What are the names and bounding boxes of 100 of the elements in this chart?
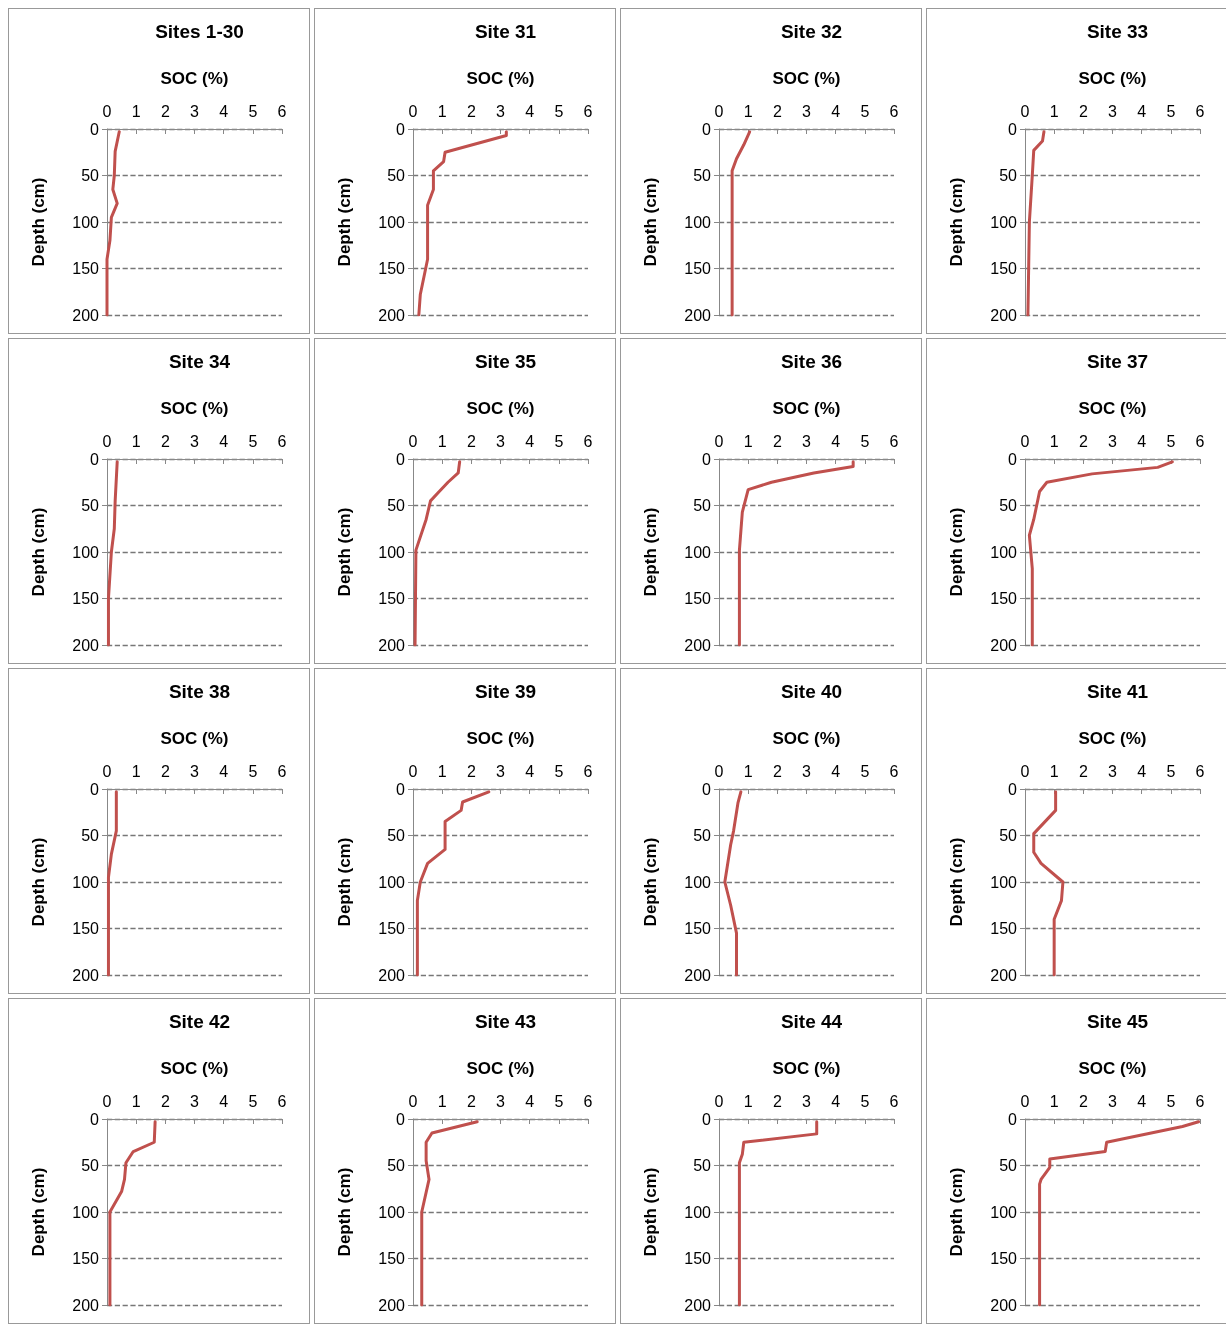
x-tick-label: 0 <box>1020 432 1030 450</box>
y-tick-label: 150 <box>990 260 1018 277</box>
y-tick-label: 0 <box>1008 780 1018 798</box>
y-axis-title: Depth (cm) <box>335 177 354 267</box>
y-tick-label: 0 <box>1008 1110 1018 1128</box>
x-tick-label: 1 <box>437 432 447 450</box>
x-tick-label: 4 <box>831 432 841 450</box>
x-tick-label: 3 <box>1108 762 1118 780</box>
y-tick-label: 100 <box>990 543 1018 561</box>
y-tick-label: 150 <box>378 590 406 607</box>
y-tick-label: 150 <box>684 260 712 277</box>
chart-title: Site 34 <box>168 351 231 372</box>
x-tick-label: 4 <box>219 432 229 450</box>
y-tick-label: 200 <box>684 1296 712 1314</box>
x-tick-label: 4 <box>831 762 841 780</box>
x-tick-label: 2 <box>1078 1092 1088 1110</box>
y-tick-label: 50 <box>999 167 1018 184</box>
x-tick-label: 6 <box>277 102 287 120</box>
y-tick-label: 200 <box>378 966 406 984</box>
x-tick-label: 3 <box>190 432 200 450</box>
y-axis-title: Depth (cm) <box>947 1167 966 1257</box>
x-tick-label: 1 <box>131 432 141 450</box>
x-tick-label: 1 <box>131 762 141 780</box>
y-tick-label: 50 <box>387 827 406 844</box>
y-tick-label: 0 <box>90 780 100 798</box>
y-tick-label: 100 <box>684 543 712 561</box>
line-series <box>420 1120 479 1307</box>
chart-title: Site 31 <box>474 21 537 42</box>
x-tick-label: 1 <box>743 1092 753 1110</box>
x-axis-title: SOC (%) <box>466 69 535 88</box>
y-tick-label: 50 <box>387 1157 406 1174</box>
y-tick-label: 200 <box>72 1296 100 1314</box>
chart-title: Site 44 <box>780 1011 843 1032</box>
line-series <box>417 130 508 317</box>
x-tick-label: 2 <box>772 1092 782 1110</box>
x-tick-label: 5 <box>248 762 258 780</box>
x-tick-label: 6 <box>583 1092 593 1110</box>
y-axis-title: Depth (cm) <box>335 837 354 927</box>
chart-title: Site 45 <box>1086 1011 1149 1032</box>
x-axis-title: SOC (%) <box>466 399 535 418</box>
x-axis-title: SOC (%) <box>160 1059 229 1078</box>
x-tick-label: 0 <box>102 432 112 450</box>
y-tick-label: 50 <box>693 1157 712 1174</box>
y-axis-title: Depth (cm) <box>29 177 48 267</box>
x-tick-label: 1 <box>1049 762 1059 780</box>
y-axis-title: Depth (cm) <box>947 837 966 927</box>
x-tick-label: 0 <box>408 432 418 450</box>
x-tick-label: 4 <box>831 102 841 120</box>
y-tick-label: 0 <box>396 1110 406 1128</box>
x-tick-label: 6 <box>1195 762 1205 780</box>
x-tick-label: 5 <box>248 1092 258 1110</box>
y-tick-label: 150 <box>72 1250 100 1267</box>
x-tick-label: 2 <box>466 432 476 450</box>
chart-title: Site 43 <box>474 1011 537 1032</box>
y-tick-label: 100 <box>990 213 1018 231</box>
line-series <box>737 1120 819 1307</box>
x-tick-label: 2 <box>466 1092 476 1110</box>
x-tick-label: 2 <box>772 102 782 120</box>
y-tick-label: 200 <box>72 306 100 324</box>
x-axis-title: SOC (%) <box>1078 69 1147 88</box>
x-tick-label: 2 <box>1078 102 1088 120</box>
x-tick-label: 1 <box>1049 102 1059 120</box>
x-tick-label: 0 <box>408 762 418 780</box>
y-axis-title: Depth (cm) <box>641 177 660 267</box>
x-tick-label: 4 <box>1137 1092 1147 1110</box>
y-tick-label: 150 <box>72 920 100 937</box>
y-tick-label: 100 <box>990 873 1018 891</box>
x-tick-label: 1 <box>1049 432 1059 450</box>
y-tick-label: 0 <box>1008 120 1018 138</box>
x-tick-label: 6 <box>1195 432 1205 450</box>
x-tick-label: 3 <box>1108 102 1118 120</box>
y-tick-label: 100 <box>378 873 406 891</box>
x-tick-label: 2 <box>772 432 782 450</box>
y-axis-title: Depth (cm) <box>641 507 660 597</box>
y-tick-label: 100 <box>72 873 100 891</box>
y-tick-label: 0 <box>702 450 712 468</box>
x-tick-label: 5 <box>1166 1092 1176 1110</box>
x-tick-label: 6 <box>1195 102 1205 120</box>
x-tick-label: 6 <box>583 432 593 450</box>
x-axis-title: SOC (%) <box>1078 729 1147 748</box>
x-tick-label: 5 <box>860 1092 870 1110</box>
y-tick-label: 100 <box>684 213 712 231</box>
x-tick-label: 3 <box>802 432 812 450</box>
line-series <box>723 790 743 977</box>
y-axis-title: Depth (cm) <box>335 1167 354 1257</box>
y-tick-label: 150 <box>72 260 100 277</box>
y-axis-title: Depth (cm) <box>641 1167 660 1257</box>
y-tick-label: 150 <box>378 1250 406 1267</box>
y-tick-label: 50 <box>693 827 712 844</box>
y-axis-title: Depth (cm) <box>29 837 48 927</box>
x-tick-label: 4 <box>525 102 535 120</box>
x-axis-title: SOC (%) <box>772 729 841 748</box>
y-tick-label: 50 <box>81 1157 100 1174</box>
y-tick-label: 100 <box>72 1203 100 1221</box>
x-tick-label: 0 <box>408 1092 418 1110</box>
chart-title: Site 41 <box>1086 681 1149 702</box>
x-tick-label: 4 <box>525 1092 535 1110</box>
x-tick-label: 3 <box>190 102 200 120</box>
chart-title: Site 40 <box>780 681 843 702</box>
x-tick-label: 2 <box>466 102 476 120</box>
